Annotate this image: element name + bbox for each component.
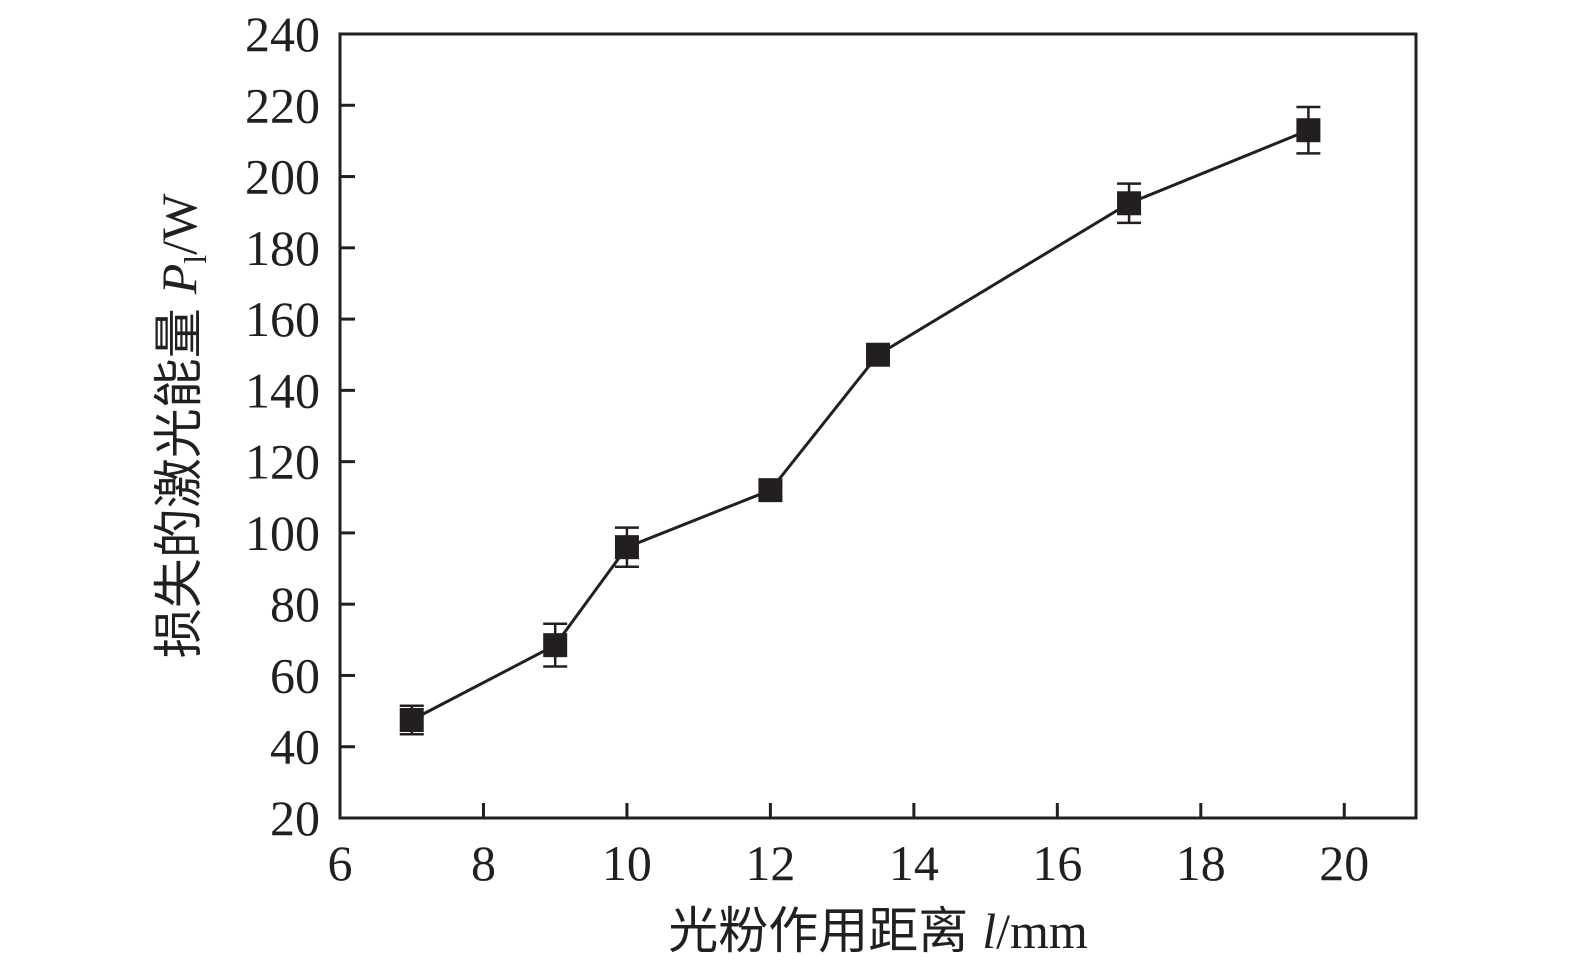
y-axis-title-text: 损失的激光能量 xyxy=(150,308,208,658)
series-line xyxy=(411,128,1309,722)
y-tick-label: 40 xyxy=(270,719,320,775)
x-axis-unit: /mm xyxy=(996,903,1088,959)
ticks-layer xyxy=(338,32,1346,820)
y-axis-unit: /W xyxy=(151,193,207,255)
data-point xyxy=(866,342,890,367)
y-tick-label: 100 xyxy=(245,505,320,561)
data-point xyxy=(758,478,783,503)
x-tick-label: 6 xyxy=(328,835,353,891)
y-tick-label: 140 xyxy=(245,362,320,418)
plot-frame xyxy=(338,32,1418,820)
y-tick-label: 80 xyxy=(270,576,320,632)
data-point xyxy=(399,708,424,732)
x-axis-title: 光粉作用距离 l/mm xyxy=(668,902,1088,960)
y-axis-title: 损失的激光能量 Pl/W xyxy=(150,193,213,658)
x-axis-title-text: 光粉作用距离 xyxy=(668,902,968,960)
y-tick-label: 240 xyxy=(245,6,320,62)
y-axis-variable: P xyxy=(151,264,207,296)
y-tick-label: 120 xyxy=(245,434,320,490)
y-tick-label: 160 xyxy=(245,291,320,347)
y-tick-label: 20 xyxy=(270,790,320,846)
x-tick-label: 12 xyxy=(745,835,795,891)
data-point xyxy=(1117,191,1142,216)
x-tick-label: 8 xyxy=(471,835,496,891)
x-tick-label: 20 xyxy=(1319,835,1369,891)
y-tick-label: 200 xyxy=(245,149,320,205)
y-tick-label: 220 xyxy=(245,77,320,133)
y-tick-label: 180 xyxy=(245,220,320,276)
x-tick-label: 16 xyxy=(1032,835,1082,891)
y-axis-variable-subscript: l xyxy=(177,255,213,264)
x-tick-label: 14 xyxy=(889,835,939,891)
x-tick-label: 10 xyxy=(602,835,652,891)
data-point xyxy=(543,633,568,658)
tick-labels-layer: 6 8 10 12 14 16 18 20 20 40 60 80 100 120 140 160 180 200… xyxy=(245,6,1369,891)
y-tick-label: 60 xyxy=(270,647,320,703)
series-layer xyxy=(399,105,1321,736)
x-axis-variable: l xyxy=(982,903,996,959)
data-point xyxy=(614,535,639,560)
x-tick-label: 18 xyxy=(1176,835,1226,891)
data-point xyxy=(1296,118,1321,143)
